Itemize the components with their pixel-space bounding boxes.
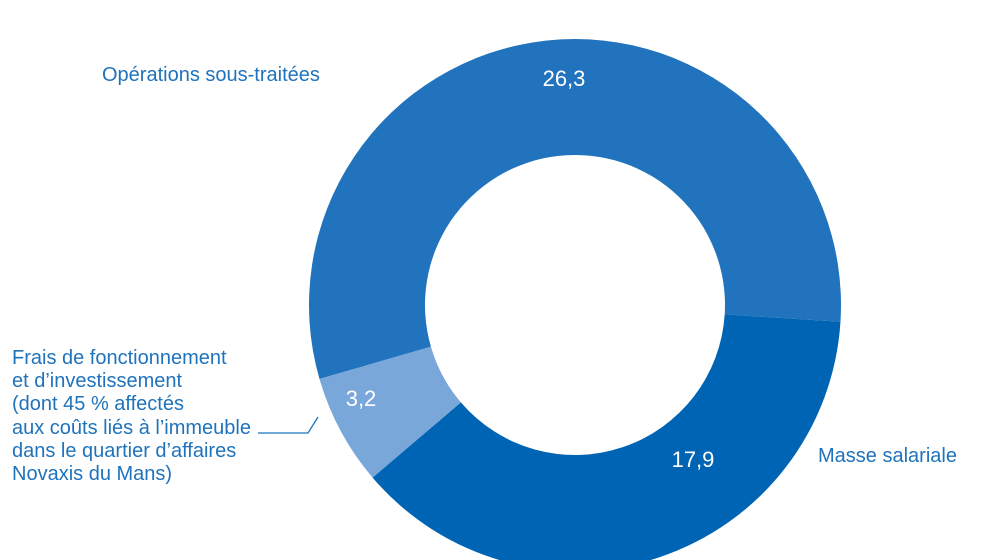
value-label-frais: 3,2 bbox=[346, 386, 377, 411]
label-frais-line: dans le quartier d’affaires bbox=[12, 439, 237, 462]
value-label-masse-salariale: 17,9 bbox=[672, 447, 715, 472]
slice-masse-salariale bbox=[372, 314, 841, 560]
slice-operations-sous-traitees bbox=[309, 39, 842, 379]
slice-frais-fonctionnement bbox=[319, 346, 461, 478]
label-frais-line: et d’investissement bbox=[12, 370, 183, 393]
label-frais-line: Frais de fonctionnement bbox=[12, 347, 227, 369]
label-frais-line: Novaxis du Mans) bbox=[12, 463, 173, 486]
label-frais-line: aux coûts liés à l’immeuble bbox=[12, 416, 251, 439]
label-masse-salariale: Masse salariale bbox=[818, 445, 957, 467]
label-operations-sous-traitees: Opérations sous-traitées bbox=[102, 64, 320, 86]
label-frais-line: (dont 45 % affectés bbox=[12, 393, 184, 416]
value-label-operations: 26,3 bbox=[543, 66, 586, 91]
label-frais-fonctionnement: Frais de fonctionnement et d’investissem… bbox=[12, 347, 251, 486]
frais-leader-line bbox=[258, 416, 319, 434]
